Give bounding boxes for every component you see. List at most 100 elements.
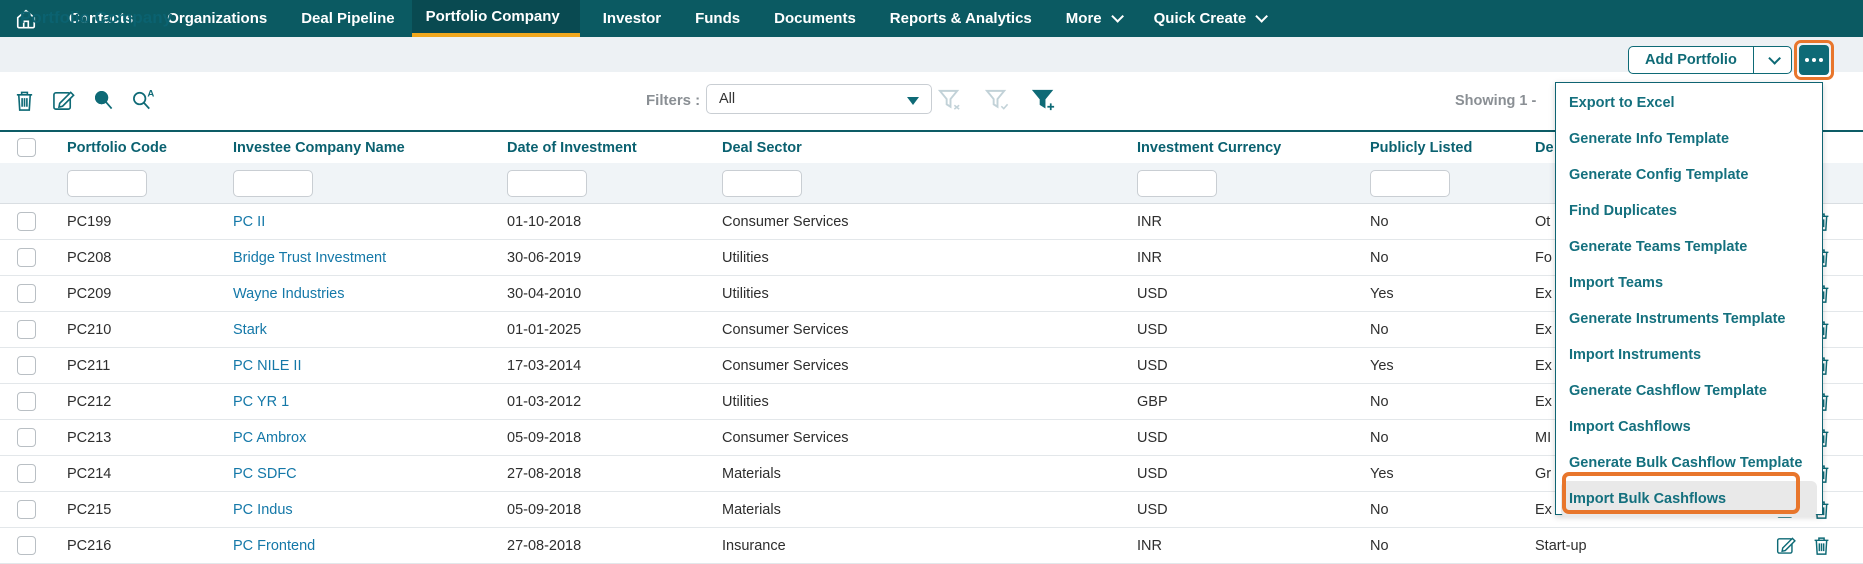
nav-item-deal-pipeline[interactable]: Deal Pipeline bbox=[284, 0, 411, 37]
advanced-search-icon[interactable]: A bbox=[131, 88, 156, 112]
row-edit-icon[interactable] bbox=[1776, 535, 1797, 556]
row-checkbox[interactable] bbox=[17, 392, 36, 411]
row-checkbox[interactable] bbox=[17, 500, 36, 519]
deal-sector: Materials bbox=[722, 501, 781, 518]
investee-name-filter-input[interactable] bbox=[233, 169, 313, 197]
menu-item-generate-bulk-cashflow-template[interactable]: Generate Bulk Cashflow Template bbox=[1569, 455, 1803, 471]
deal-sector: Materials bbox=[722, 465, 781, 482]
nav-item-quick-create[interactable]: Quick Create bbox=[1137, 0, 1282, 37]
more-actions-button[interactable] bbox=[1799, 45, 1829, 75]
investee-company-link[interactable]: Wayne Industries bbox=[233, 285, 345, 302]
publicly-listed-filter-input[interactable] bbox=[1370, 169, 1450, 197]
add-portfolio-button[interactable]: Add Portfolio bbox=[1629, 47, 1753, 73]
investee-company-link[interactable]: PC YR 1 bbox=[233, 393, 290, 410]
table-row-pc214[interactable]: PC214 PC SDFC 27-08-2018 Materials USD Y… bbox=[0, 456, 1863, 492]
row-checkbox[interactable] bbox=[17, 320, 36, 339]
table-row-pc215[interactable]: PC215 PC Indus 05-09-2018 Materials USD … bbox=[0, 492, 1863, 528]
deal-sector-filter-input[interactable] bbox=[722, 169, 802, 197]
portfolio-code: PC216 bbox=[67, 537, 112, 554]
table-row-pc212[interactable]: PC212 PC YR 1 01-03-2012 Utilities GBP N… bbox=[0, 384, 1863, 420]
page-title: Portfolio Company bbox=[20, 8, 173, 27]
row-checkbox[interactable] bbox=[17, 248, 36, 267]
investment-currency: USD bbox=[1137, 321, 1168, 338]
nav-item-contacts[interactable]: Contacts bbox=[52, 0, 150, 37]
table-row-pc211[interactable]: PC211 PC NILE II 17-03-2014 Consumer Ser… bbox=[0, 348, 1863, 384]
menu-item-export-to-excel[interactable]: Export to Excel bbox=[1569, 95, 1675, 111]
investee-company-link[interactable]: Stark bbox=[233, 321, 267, 338]
menu-item-import-cashflows[interactable]: Import Cashflows bbox=[1569, 419, 1691, 435]
nav-item-reports-analytics[interactable]: Reports & Analytics bbox=[873, 0, 1049, 37]
menu-item-generate-cashflow-template[interactable]: Generate Cashflow Template bbox=[1569, 383, 1767, 399]
nav-label: Reports & Analytics bbox=[889, 10, 1032, 27]
nav-label: More bbox=[1065, 10, 1102, 27]
filter-disabled-2-icon[interactable] bbox=[985, 88, 1010, 112]
deal-type: Ex bbox=[1535, 501, 1552, 518]
row-checkbox[interactable] bbox=[17, 284, 36, 303]
row-checkbox[interactable] bbox=[17, 536, 36, 555]
col-header-publicly-listed[interactable]: Publicly Listed bbox=[1370, 139, 1473, 156]
menu-item-import-bulk-cashflows[interactable]: Import Bulk Cashflows bbox=[1561, 481, 1817, 517]
select-all-checkbox[interactable] bbox=[17, 138, 36, 157]
currency-filter-input[interactable] bbox=[1137, 169, 1217, 197]
investee-company-link[interactable]: Bridge Trust Investment bbox=[233, 249, 387, 266]
edit-icon[interactable] bbox=[52, 89, 76, 112]
investee-company-link[interactable]: PC Frontend bbox=[233, 537, 316, 554]
row-checkbox[interactable] bbox=[17, 464, 36, 483]
row-checkbox[interactable] bbox=[17, 428, 36, 447]
nav-item-more[interactable]: More bbox=[1049, 0, 1137, 37]
nav-item-organizations[interactable]: Organizations bbox=[150, 0, 284, 37]
investment-currency: USD bbox=[1137, 501, 1168, 518]
filter-add-icon[interactable] bbox=[1032, 88, 1057, 112]
menu-item-generate-info-template[interactable]: Generate Info Template bbox=[1569, 131, 1730, 147]
search-icon[interactable] bbox=[93, 89, 114, 111]
table-row-pc213[interactable]: PC213 PC Ambrox 05-09-2018 Consumer Serv… bbox=[0, 420, 1863, 456]
add-portfolio-dropdown-button[interactable] bbox=[1752, 47, 1791, 73]
nav-label: Organizations bbox=[167, 10, 268, 27]
portfolio-code-filter-input[interactable] bbox=[67, 169, 147, 197]
filter-disabled-icon[interactable] bbox=[938, 88, 963, 112]
investee-company-link[interactable]: PC SDFC bbox=[233, 465, 297, 482]
col-header-deal-type[interactable]: De bbox=[1535, 139, 1554, 156]
portfolio-code: PC211 bbox=[67, 357, 111, 374]
col-header-deal-sector[interactable]: Deal Sector bbox=[722, 139, 802, 156]
date-of-investment: 27-08-2018 bbox=[507, 465, 582, 482]
investee-company-link[interactable]: PC Ambrox bbox=[233, 429, 307, 446]
filters-select[interactable]: All bbox=[706, 84, 932, 114]
menu-item-find-duplicates[interactable]: Find Duplicates bbox=[1569, 203, 1677, 219]
nav-item-investor[interactable]: Investor bbox=[586, 0, 678, 37]
home-icon bbox=[16, 9, 36, 29]
investee-company-link[interactable]: PC Indus bbox=[233, 501, 293, 518]
menu-item-import-teams[interactable]: Import Teams bbox=[1569, 275, 1664, 291]
col-header-investee-company-name[interactable]: Investee Company Name bbox=[233, 139, 405, 156]
table-row-pc199[interactable]: PC199 PC II 01-10-2018 Consumer Services… bbox=[0, 204, 1863, 240]
delete-icon[interactable] bbox=[14, 89, 35, 112]
nav-item-funds[interactable]: Funds bbox=[678, 0, 757, 37]
date-of-investment: 05-09-2018 bbox=[507, 501, 582, 518]
menu-item-generate-teams-template[interactable]: Generate Teams Template bbox=[1569, 239, 1748, 255]
row-checkbox-cell bbox=[0, 356, 53, 375]
col-header-investment-currency[interactable]: Investment Currency bbox=[1137, 139, 1282, 156]
nav-item-documents[interactable]: Documents bbox=[757, 0, 873, 37]
col-header-portfolio-code[interactable]: Portfolio Code bbox=[67, 139, 167, 156]
table-row-pc209[interactable]: PC209 Wayne Industries 30-04-2010 Utilit… bbox=[0, 276, 1863, 312]
row-checkbox[interactable] bbox=[17, 212, 36, 231]
menu-item-generate-config-template[interactable]: Generate Config Template bbox=[1569, 167, 1749, 183]
header-checkbox-cell bbox=[0, 138, 53, 157]
publicly-listed: No bbox=[1370, 429, 1389, 446]
table-row-pc216[interactable]: PC216 PC Frontend 27-08-2018 Insurance I… bbox=[0, 528, 1863, 564]
investment-currency: INR bbox=[1137, 213, 1162, 230]
col-header-date-of-investment[interactable]: Date of Investment bbox=[507, 139, 637, 156]
date-filter-input[interactable] bbox=[507, 169, 587, 197]
nav-item-portfolio-company[interactable]: Portfolio Company bbox=[411, 0, 580, 37]
menu-item-import-instruments[interactable]: Import Instruments bbox=[1569, 347, 1702, 363]
deal-sector: Utilities bbox=[722, 393, 769, 410]
row-checkbox[interactable] bbox=[17, 356, 36, 375]
deal-type: Start-up bbox=[1535, 537, 1587, 554]
investee-company-link[interactable]: PC NILE II bbox=[233, 357, 302, 374]
investee-company-link[interactable]: PC II bbox=[233, 213, 266, 230]
home-button[interactable] bbox=[0, 0, 52, 37]
row-checkbox-cell bbox=[0, 428, 53, 447]
menu-item-generate-instruments-template[interactable]: Generate Instruments Template bbox=[1569, 311, 1786, 327]
row-delete-icon[interactable] bbox=[1812, 535, 1831, 556]
date-of-investment: 01-01-2025 bbox=[507, 321, 582, 338]
